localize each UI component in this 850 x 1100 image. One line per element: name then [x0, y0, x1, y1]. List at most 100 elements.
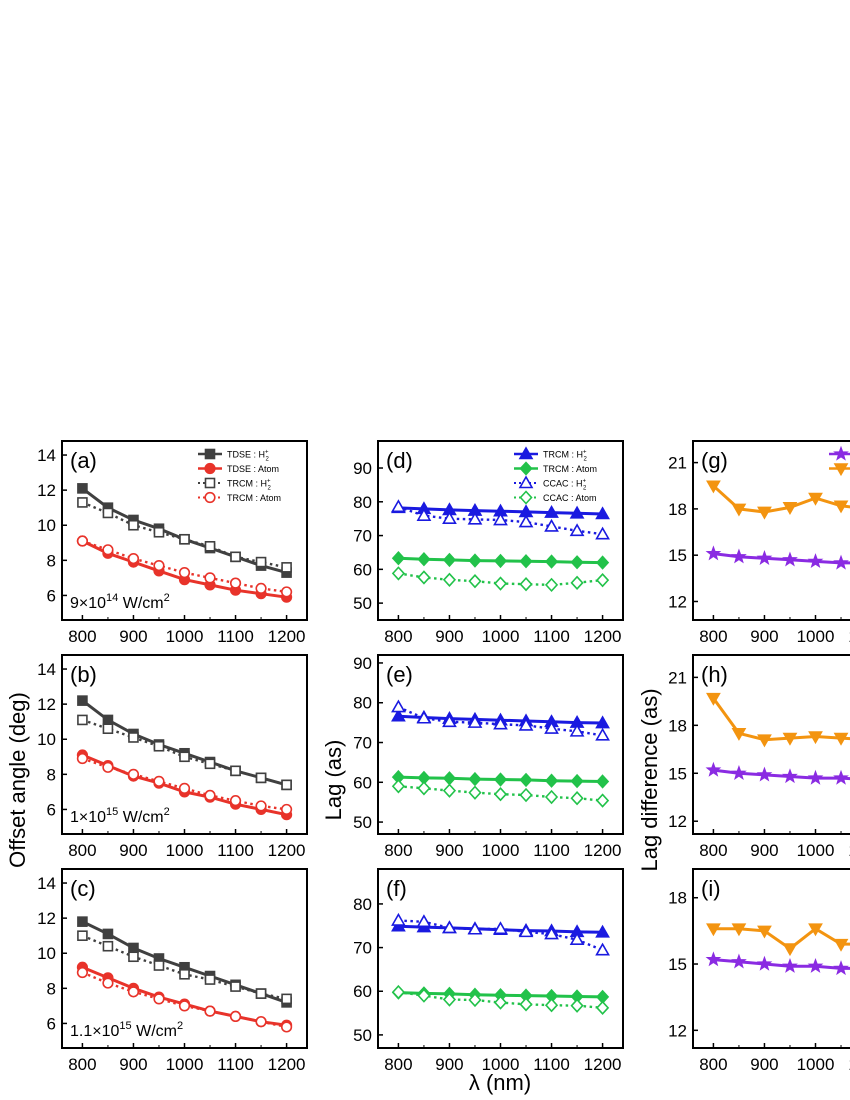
data-point: [493, 787, 508, 802]
data-point: [229, 795, 242, 807]
series-2: [706, 923, 850, 957]
legend-marker: [833, 463, 849, 477]
series-3: [77, 497, 292, 573]
y-tick-label: 12: [37, 695, 56, 714]
data-point: [127, 768, 140, 780]
panel-frame: [692, 440, 850, 621]
data-point: [807, 553, 824, 569]
series-4: [76, 966, 293, 1033]
series-line: [713, 926, 850, 951]
data-point: [807, 769, 824, 785]
x-tick-label: 1200: [268, 627, 306, 646]
y-tick-label: 18: [668, 716, 687, 735]
intensity-label: 1×1015 W/cm2: [70, 806, 170, 826]
y-tick-label: 21: [668, 668, 687, 687]
data-point: [519, 997, 533, 1012]
data-point: [569, 523, 585, 537]
data-point: [178, 1000, 191, 1012]
data-point: [782, 943, 798, 957]
x-tick-label: 1200: [584, 1055, 622, 1074]
data-point: [756, 550, 773, 565]
series-1: [705, 951, 850, 976]
series-3: [77, 714, 292, 791]
data-point: [417, 781, 431, 796]
data-point: [595, 793, 610, 808]
series-3: [77, 930, 292, 1005]
data-point: [442, 714, 457, 728]
x-tick-label: 800: [384, 627, 412, 646]
data-point: [77, 930, 88, 941]
data-point: [570, 998, 584, 1013]
y-tick-label: 90: [353, 654, 372, 673]
y-axis-label-offset-angle: Offset angle (deg): [5, 692, 30, 868]
y-tick-label: 12: [668, 812, 687, 831]
data-point: [595, 526, 610, 540]
data-point: [782, 768, 798, 784]
data-point: [417, 988, 431, 1003]
data-point: [782, 957, 798, 973]
x-tick-label: 800: [68, 627, 96, 646]
data-point: [416, 710, 432, 724]
series-line: [82, 539, 287, 594]
y-axis-label-lag: Lag (as): [321, 740, 346, 821]
data-point: [519, 772, 533, 788]
data-point: [229, 577, 242, 589]
data-point: [544, 554, 559, 569]
data-point: [731, 548, 747, 564]
y-tick-label: 60: [353, 560, 372, 579]
y-tick-label: 21: [668, 454, 687, 473]
data-point: [570, 575, 584, 591]
data-point: [416, 914, 432, 928]
data-point: [468, 771, 482, 787]
legend-marker: [518, 475, 534, 489]
data-point: [544, 789, 559, 805]
data-point: [493, 921, 508, 935]
data-point: [391, 912, 406, 926]
x-tick-label: 1200: [584, 627, 622, 646]
data-point: [281, 993, 292, 1005]
data-point: [179, 751, 190, 763]
data-point: [570, 773, 584, 789]
x-tick-label: 1000: [797, 841, 835, 860]
data-point: [595, 1000, 610, 1016]
y-tick-label: 90: [353, 459, 372, 478]
data-point: [569, 505, 585, 519]
data-point: [128, 732, 139, 743]
legend-entry: CCAC : Atom: [543, 493, 597, 503]
data-point: [204, 758, 216, 770]
panel-frame: [377, 868, 624, 1049]
data-point: [782, 732, 798, 746]
data-point: [757, 506, 772, 520]
data-point: [76, 535, 89, 547]
x-tick-label: 800: [384, 841, 412, 860]
x-tick-label: 1000: [482, 841, 520, 860]
y-tick-label: 6: [47, 586, 56, 605]
data-point: [102, 507, 114, 519]
x-tick-label: 800: [699, 841, 727, 860]
panel-label: (g): [701, 448, 728, 473]
series-2: [391, 551, 610, 570]
data-point: [77, 714, 88, 726]
data-point: [178, 567, 191, 579]
data-point: [807, 957, 824, 973]
x-tick-label: 1000: [482, 1055, 520, 1074]
x-tick-label: 1000: [166, 1055, 204, 1074]
panel-label: (i): [701, 876, 721, 901]
x-tick-label: 900: [119, 841, 147, 860]
data-point: [493, 512, 508, 526]
legend: TRCMCCAC: [829, 445, 850, 477]
series-4: [76, 752, 293, 816]
data-point: [153, 993, 165, 1005]
x-tick-label: 800: [699, 627, 727, 646]
x-tick-label: 900: [435, 841, 463, 860]
x-tick-label: 1000: [797, 1055, 835, 1074]
data-point: [518, 717, 534, 731]
data-point: [255, 988, 267, 999]
data-point: [417, 570, 431, 585]
panel-label: (h): [701, 662, 728, 687]
data-point: [595, 774, 610, 789]
series-3: [391, 912, 610, 956]
data-point: [204, 1005, 216, 1017]
x-tick-label: 900: [750, 627, 778, 646]
data-point: [230, 551, 241, 563]
